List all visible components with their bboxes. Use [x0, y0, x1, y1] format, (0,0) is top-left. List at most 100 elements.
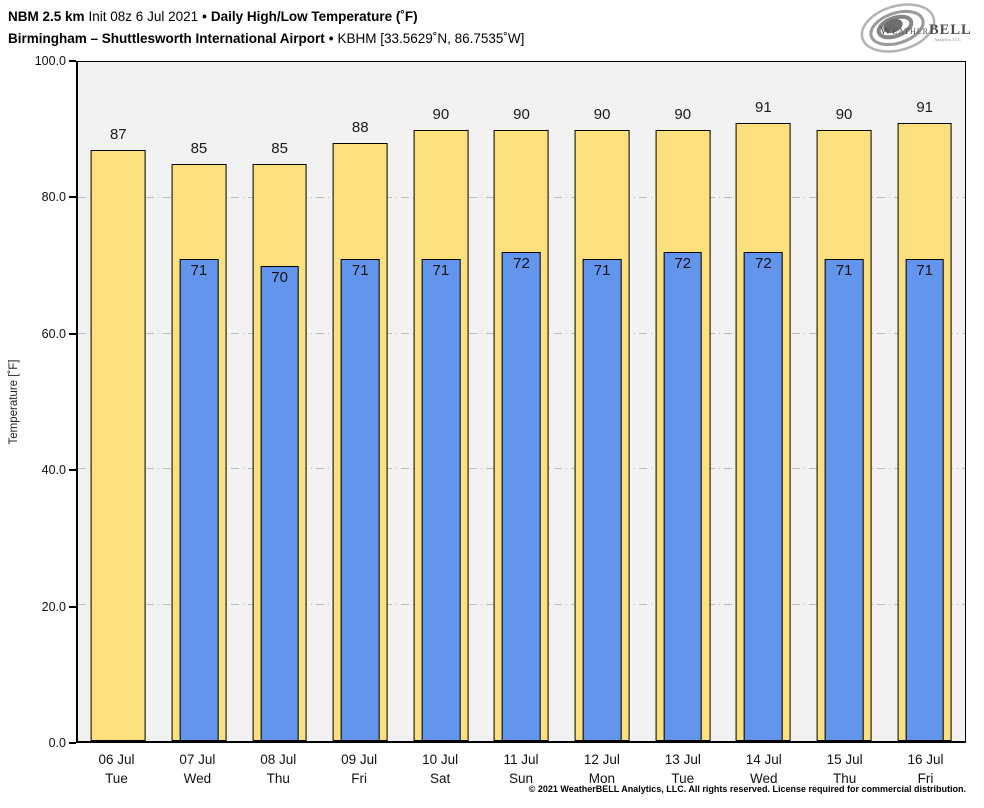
model-name: NBM 2.5 km: [8, 9, 85, 24]
low-temp-label: 71: [190, 261, 208, 279]
low-temp-bar: 71: [421, 258, 461, 741]
hurricane-swirl-icon: [860, 3, 936, 53]
x-tick-day: Thu: [832, 771, 857, 786]
bar-group: 90 71: [562, 62, 643, 741]
bar-group: 90 71: [401, 62, 482, 741]
low-temp-label: 71: [835, 261, 853, 279]
y-tick-mark: [69, 196, 76, 199]
x-tick-date: 11 Jul: [503, 752, 539, 767]
y-tick-mark: [69, 332, 76, 335]
low-temp-bar: 72: [502, 252, 541, 741]
x-tick-day: Sat: [429, 771, 451, 786]
x-tick-label: 11 Jul Sun: [503, 750, 538, 788]
bar-group: 85 71: [159, 62, 240, 741]
x-tick-date: 14 Jul: [745, 752, 782, 767]
low-temp-bar: 71: [179, 258, 219, 741]
high-temp-label: 90: [835, 105, 853, 123]
x-tick-label: 10 Jul Sat: [422, 750, 458, 788]
x-tick-date: 08 Jul: [260, 752, 297, 767]
low-temp-label: 71: [916, 261, 934, 279]
y-tick-label: 20.0: [41, 599, 66, 614]
high-temp-label: 90: [432, 105, 450, 123]
x-tick-day: Tue: [671, 771, 695, 786]
bullet-separator: •: [202, 9, 207, 24]
low-temp-bar: 72: [744, 252, 783, 741]
high-temp-label: 88: [351, 119, 369, 137]
low-temp-bar: 71: [582, 258, 622, 741]
low-temp-label: 72: [513, 255, 530, 273]
x-tick-label: 15 Jul Thu: [827, 750, 863, 788]
x-tick-label: 12 Jul Mon: [584, 750, 620, 788]
y-tick-label: 0.0: [48, 736, 66, 750]
bar-group: 90 72: [481, 62, 562, 741]
x-tick-date: 12 Jul: [583, 752, 620, 767]
high-temp-bar: [90, 150, 146, 741]
bar-group: 85 70: [239, 62, 320, 741]
bar-group: 88 71: [320, 62, 401, 741]
x-tick-date: 06 Jul: [98, 752, 135, 767]
logo-subtext: Analytics LLC: [934, 37, 961, 42]
y-tick-label: 100.0: [34, 54, 66, 68]
low-temp-bar: 72: [663, 252, 703, 741]
x-tick-day: Thu: [266, 771, 290, 786]
x-tick-date: 13 Jul: [664, 752, 701, 767]
title-block: NBM 2.5 km Init 08z 6 Jul 2021 • Daily High…: [8, 6, 528, 50]
bar-group: 91 71: [884, 62, 965, 741]
high-temp-label: 91: [755, 99, 772, 117]
copyright-notice: © 2021 WeatherBELL Analytics, LLC. All r…: [528, 784, 966, 794]
y-tick-label: 40.0: [41, 463, 66, 478]
title-line-2: Birmingham – Shuttlesworth International…: [8, 28, 528, 50]
low-temp-label: 70: [271, 268, 288, 286]
low-temp-bar: 71: [340, 258, 380, 741]
high-temp-label: 90: [513, 105, 530, 123]
y-tick-mark: [69, 60, 76, 62]
x-tick-label: 06 Jul Tue: [98, 750, 134, 788]
x-tick-day: Sun: [508, 771, 534, 786]
high-temp-label: 85: [190, 139, 208, 157]
x-tick-label: 07 Jul Wed: [179, 750, 215, 788]
low-temp-bar: 70: [260, 265, 299, 741]
x-tick-day: Tue: [105, 771, 128, 786]
bar-group: 90 71: [804, 62, 885, 741]
station-name: Birmingham – Shuttlesworth International…: [8, 31, 325, 46]
y-tick-label: 80.0: [41, 190, 66, 205]
x-tick-date: 10 Jul: [422, 752, 459, 767]
bullet-separator: •: [328, 31, 334, 46]
x-tick-label: 13 Jul Tue: [665, 750, 701, 788]
high-temp-label: 90: [674, 105, 692, 123]
x-tick-day: Fri: [351, 771, 368, 786]
bar-group: 90 72: [642, 62, 723, 741]
y-tick-mark: [69, 605, 76, 608]
x-tick-date: 09 Jul: [341, 752, 378, 767]
low-temp-bar: 71: [905, 258, 945, 741]
x-tick-day: Wed: [749, 771, 778, 786]
bar-group: 91 72: [723, 62, 804, 741]
high-temp-label: 87: [109, 126, 127, 144]
logo-text-weather: Weather: [880, 23, 929, 37]
x-tick-date: 15 Jul: [826, 752, 863, 767]
x-tick-date: 16 Jul: [907, 752, 944, 767]
x-tick-day: Fri: [917, 771, 934, 786]
weatherbell-logo: Weather BELL Analytics LLC: [860, 3, 972, 53]
low-temp-label: 72: [674, 255, 692, 273]
x-tick-day: Wed: [183, 771, 212, 786]
x-tick-label: 09 Jul Fri: [341, 750, 377, 788]
x-tick-label: 14 Jul Wed: [746, 750, 782, 788]
y-tick-label: 60.0: [41, 326, 66, 341]
logo-text-bell: BELL: [929, 22, 972, 38]
station-coordinates: KBHM [33.5629˚N, 86.7535˚W]: [337, 31, 525, 46]
high-temp-label: 90: [593, 105, 611, 123]
x-tick-date: 07 Jul: [179, 752, 216, 767]
x-tick-label: 16 Jul Fri: [908, 750, 944, 788]
x-tick-label: 08 Jul Thu: [260, 750, 296, 788]
low-temp-bar: 71: [824, 258, 864, 741]
low-temp-label: 71: [432, 261, 450, 279]
high-temp-label: 85: [271, 139, 288, 157]
x-tick-day: Mon: [588, 771, 616, 786]
y-tick-mark: [69, 469, 76, 472]
y-axis-title: Temperature [˚F]: [8, 359, 20, 445]
product-name: Daily High/Low Temperature (˚F): [210, 9, 418, 24]
low-temp-label: 71: [593, 261, 611, 279]
init-time: Init 08z 6 Jul 2021: [88, 9, 199, 24]
